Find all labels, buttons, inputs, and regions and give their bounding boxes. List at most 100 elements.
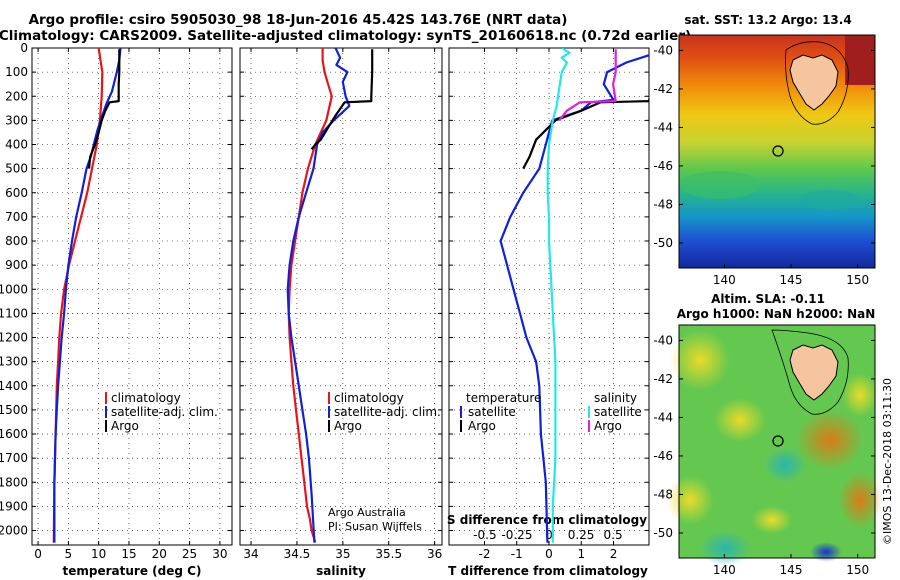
credit-argo-australia: Argo Australia — [328, 506, 406, 519]
x-tick-label: 25 — [182, 547, 197, 561]
difference-series — [499, 48, 649, 543]
s-tick-label: -0.5 — [473, 528, 496, 542]
depth-tick-label: 1700 — [0, 451, 28, 465]
lat-tick-label: -48 — [653, 197, 673, 211]
depth-tick-label: 1000 — [0, 282, 28, 296]
salinity-legend: climatology satellite-adj. clim. Argo Ar… — [328, 391, 441, 533]
difference-x-axis: -2 -1 0 1 2 — [478, 547, 617, 561]
depth-tick-label: 1200 — [0, 331, 28, 345]
lon-tick-label: 140 — [713, 273, 736, 287]
salinity-grid — [240, 47, 442, 545]
sst-mottle — [680, 171, 760, 199]
depth-tick-label: 800 — [5, 234, 28, 248]
legend-label-satellite: satellite-adj. clim. — [111, 405, 218, 419]
lat-tick-label: -50 — [653, 526, 673, 540]
imos-timestamp: ©IMOS 13-Dec-2018 03:11:30 — [881, 378, 894, 545]
depth-tick-label: 900 — [5, 258, 28, 272]
series-line-salinity-satellite — [546, 48, 571, 543]
lat-tick-label: -42 — [653, 82, 673, 96]
sla-lat-axis: -40 -42 -44 -46 -48 -50 — [653, 333, 875, 540]
argo-position-marker — [772, 145, 784, 157]
x-tick-label: -1 — [511, 547, 523, 561]
depth-tick-label: 600 — [5, 186, 28, 200]
series-line-satellite-adj-clim- — [53, 48, 122, 543]
legend-label-t-satellite: satellite — [468, 405, 516, 419]
lat-tick-label: -42 — [653, 372, 673, 386]
sst-lon-axis: 140 145 150 — [713, 264, 869, 287]
difference-legend: temperature satellite Argo salinity sate… — [460, 391, 642, 433]
sla-anomaly — [838, 472, 882, 528]
legend-label-s-argo: Argo — [594, 419, 622, 433]
sla-map-title-line2: Argo h1000: NaN h2000: NaN — [677, 307, 876, 321]
difference-axis-label: T difference from climatology — [448, 564, 648, 578]
lat-tick-label: -44 — [653, 410, 673, 424]
temperature-panel — [31, 47, 233, 546]
salinity-axis-label: salinity — [316, 564, 366, 578]
s-tick-label: 0.25 — [568, 528, 595, 542]
x-tick-label: 30 — [212, 547, 227, 561]
x-tick-label: 0 — [545, 547, 553, 561]
x-tick-label: 34 — [243, 547, 258, 561]
sst-map-frame — [678, 34, 876, 269]
x-tick-label: 2 — [610, 547, 618, 561]
lon-tick-label: 150 — [846, 273, 869, 287]
sst-map — [678, 34, 876, 269]
temperature-series — [52, 48, 122, 543]
depth-tick-label: 500 — [5, 162, 28, 176]
lat-tick-label: -46 — [653, 159, 673, 173]
depth-tick-label: 1100 — [0, 306, 28, 320]
sla-anomaly — [752, 506, 792, 534]
depth-tick-label: 2000 — [0, 524, 28, 538]
x-tick-label: 1 — [577, 547, 585, 561]
lon-tick-label: 145 — [780, 273, 803, 287]
tasmania-land — [789, 344, 839, 401]
depth-tick-label: 0 — [20, 41, 28, 55]
lon-tick-label: 140 — [713, 563, 736, 577]
depth-tick-label: 700 — [5, 210, 28, 224]
tasmania-land — [789, 54, 839, 111]
salinity-series — [286, 48, 374, 543]
x-tick-label: -2 — [478, 547, 490, 561]
bathymetry-contour — [785, 41, 849, 125]
legend-label-climatology: climatology — [334, 391, 404, 405]
series-line-temperature-argo — [522, 95, 649, 170]
sla-map-title-line1: Altim. SLA: -0.11 — [711, 292, 825, 306]
argo-position-marker — [772, 435, 784, 447]
legend-label-satellite: satellite-adj. clim. — [334, 405, 441, 419]
credit-pi: PI: Susan Wijffels — [328, 520, 422, 533]
lat-tick-label: -48 — [653, 487, 673, 501]
lat-tick-label: -40 — [653, 333, 673, 347]
x-tick-label: 35.5 — [375, 547, 402, 561]
sla-map — [666, 324, 882, 566]
sla-anomaly — [763, 447, 807, 483]
series-line-salinity-argo — [558, 49, 617, 122]
salinity-panel — [239, 47, 443, 546]
salinity-x-axis: 34 34.5 35 35.5 36 — [243, 547, 442, 561]
sla-anomaly — [810, 542, 842, 562]
sla-lon-axis: 140 145 150 — [713, 554, 869, 577]
figure-title-line1: Argo profile: csiro 5905030_98 18-Jun-20… — [29, 12, 568, 28]
lat-tick-label: -40 — [653, 43, 673, 57]
sla-anomaly — [842, 373, 878, 417]
legend-title-salinity: salinity — [594, 391, 637, 405]
series-line-argo — [310, 49, 374, 150]
legend-label-argo: Argo — [334, 419, 362, 433]
lon-tick-label: 150 — [846, 563, 869, 577]
x-tick-label: 34.5 — [284, 547, 311, 561]
temperature-axis-label: temperature (deg C) — [63, 564, 202, 578]
depth-tick-label: 1500 — [0, 403, 28, 417]
sst-warm-patch — [845, 35, 875, 85]
s-tick-label: -0.25 — [501, 528, 532, 542]
sla-anomaly — [699, 530, 751, 566]
x-tick-label: 20 — [152, 547, 167, 561]
depth-tick-label: 400 — [5, 138, 28, 152]
x-tick-label: 5 — [65, 547, 73, 561]
sst-field — [679, 35, 875, 268]
temperature-x-axis: 0 5 10 15 20 25 30 — [34, 547, 227, 561]
legend-label-argo: Argo — [111, 419, 139, 433]
sst-mottle — [800, 190, 860, 210]
lat-tick-label: -46 — [653, 449, 673, 463]
sla-anomaly — [666, 476, 714, 524]
legend-label-climatology: climatology — [111, 391, 181, 405]
sst-lat-axis: -40 -42 -44 -46 -48 -50 — [653, 43, 875, 250]
